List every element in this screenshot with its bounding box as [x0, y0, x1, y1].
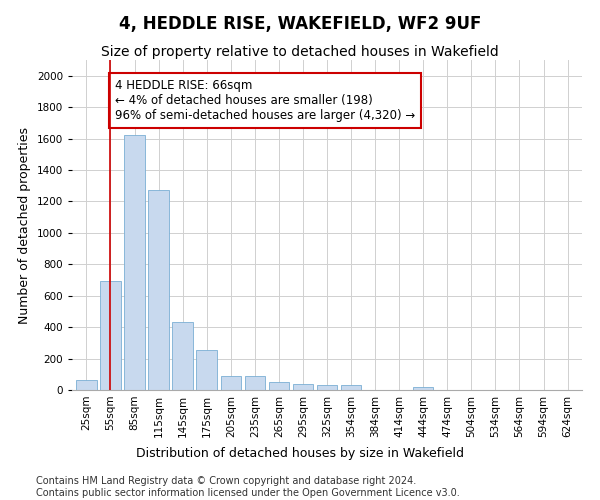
Bar: [124, 134, 145, 390]
Text: Distribution of detached houses by size in Wakefield: Distribution of detached houses by size …: [136, 448, 464, 460]
Text: Size of property relative to detached houses in Wakefield: Size of property relative to detached ho…: [101, 45, 499, 59]
Bar: [76, 380, 97, 390]
Bar: [341, 386, 361, 390]
Bar: [100, 281, 121, 390]
Bar: [317, 386, 337, 390]
Bar: [293, 384, 313, 390]
Bar: [269, 382, 289, 390]
Bar: [245, 376, 265, 390]
Text: Contains HM Land Registry data © Crown copyright and database right 2024.
Contai: Contains HM Land Registry data © Crown c…: [36, 476, 460, 498]
Text: 4, HEDDLE RISE, WAKEFIELD, WF2 9UF: 4, HEDDLE RISE, WAKEFIELD, WF2 9UF: [119, 15, 481, 33]
Bar: [221, 376, 241, 390]
Bar: [148, 190, 169, 390]
Text: 4 HEDDLE RISE: 66sqm
← 4% of detached houses are smaller (198)
96% of semi-detac: 4 HEDDLE RISE: 66sqm ← 4% of detached ho…: [115, 79, 416, 122]
Y-axis label: Number of detached properties: Number of detached properties: [18, 126, 31, 324]
Bar: [413, 387, 433, 390]
Bar: [172, 322, 193, 390]
Bar: [196, 350, 217, 390]
